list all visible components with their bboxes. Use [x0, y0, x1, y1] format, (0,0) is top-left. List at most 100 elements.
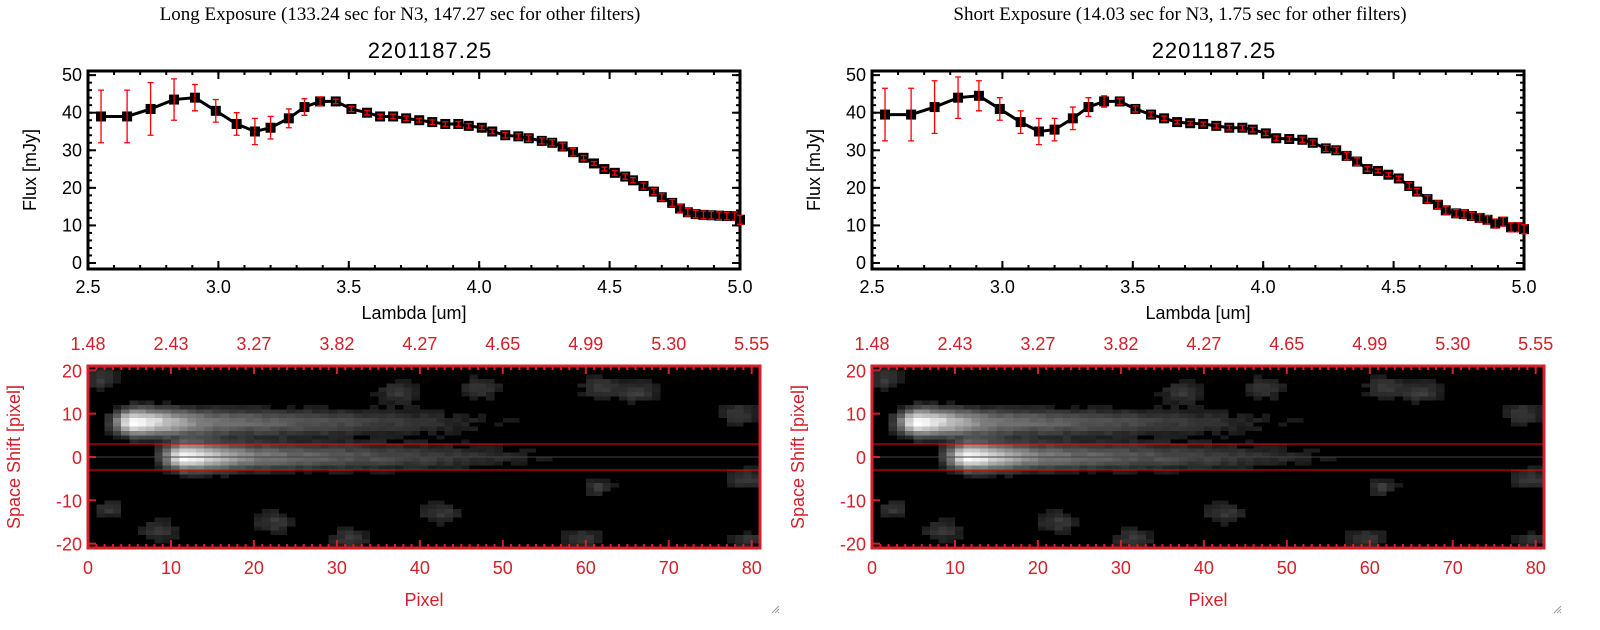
flux-error-bar: [98, 89, 105, 144]
resize-grip-icon[interactable]: [770, 604, 780, 614]
flux-error-bar: [1309, 139, 1316, 147]
resize-grip-icon[interactable]: [1552, 604, 1562, 614]
x-tick-label: 20: [244, 558, 264, 578]
flux-error-bar: [1385, 172, 1392, 178]
flux-error-bar: [1468, 211, 1475, 221]
y-tick-label: 10: [62, 215, 82, 235]
y-axis-label: Space Shift [pixel]: [788, 385, 808, 529]
flux-error-bar: [301, 98, 308, 116]
top-wavelength-tick-label: 4.99: [1352, 334, 1387, 354]
flux-error-bar: [658, 193, 665, 202]
x-tick-label: 60: [1360, 558, 1380, 578]
y-tick-label: 0: [72, 253, 82, 273]
flux-error-bar: [1476, 213, 1483, 223]
flux-error-bar: [465, 122, 472, 129]
flux-error-bar: [559, 142, 566, 151]
x-tick-label: 20: [1028, 558, 1048, 578]
x-tick-label: 40: [1194, 558, 1214, 578]
plot-frame: [870, 69, 1526, 271]
x-tick-label: 3.0: [206, 277, 231, 297]
flux-error-bar: [1286, 136, 1293, 142]
flux-error-bar: [124, 89, 131, 144]
flux-error-bar: [1085, 97, 1092, 118]
top-wavelength-tick-label: 5.30: [1435, 334, 1470, 354]
flux-error-bar: [1200, 121, 1207, 127]
flux-error-bar: [489, 128, 496, 135]
flux-error-bar: [1521, 224, 1527, 235]
flux-error-bar: [1322, 144, 1329, 153]
flux-error-bar: [570, 147, 577, 157]
x-tick-label: 3.5: [1120, 277, 1145, 297]
y-tick-label: -10: [56, 491, 82, 511]
y-tick-label: 40: [62, 103, 82, 123]
flux-error-bar: [931, 80, 938, 135]
flux-error-bar: [650, 187, 657, 196]
x-tick-label: 5.0: [727, 277, 752, 297]
flux-error-bar: [630, 177, 637, 184]
flux-series-line: [885, 94, 1525, 231]
flux-error-bar: [955, 76, 962, 119]
top-wavelength-tick-label: 2.43: [937, 334, 972, 354]
x-tick-label: 30: [1111, 558, 1131, 578]
flux-error-bar: [171, 78, 178, 121]
flux-error-bar: [723, 211, 730, 221]
flux-error-bar: [1395, 175, 1402, 182]
y-axis-label: Flux [mJy]: [804, 129, 824, 211]
y-tick-label: 30: [62, 140, 82, 160]
x-tick-label: 0: [83, 558, 93, 578]
flux-error-bar: [1507, 222, 1514, 233]
flux-error-bar: [692, 209, 699, 219]
flux-error-bar: [1374, 168, 1381, 174]
flux-error-bar: [1035, 117, 1042, 146]
y-tick-label: 50: [62, 65, 82, 85]
x-tick-label: 30: [327, 558, 347, 578]
x-tick-label: 10: [945, 558, 965, 578]
flux-error-bar: [390, 113, 397, 120]
flux-error-bar: [716, 211, 723, 221]
flux-error-bar: [1101, 95, 1108, 108]
x-axis-label: Lambda [um]: [1145, 303, 1250, 323]
x-tick-label: 2.5: [75, 277, 100, 297]
flux-error-bar: [1424, 195, 1431, 204]
flux-error-bar: [1249, 126, 1256, 133]
top-wavelength-tick-label: 5.55: [734, 334, 769, 354]
long-exposure-title: Long Exposure (133.24 sec for N3, 147.27…: [159, 4, 641, 25]
flux-error-bar: [1484, 214, 1491, 225]
y-tick-label: 20: [62, 178, 82, 198]
flux-error-bar: [267, 115, 274, 140]
flux-error-bar: [1492, 218, 1499, 229]
flux-error-bar: [1239, 124, 1246, 131]
x-tick-label: 3.0: [990, 277, 1015, 297]
x-axis-label: Pixel: [404, 590, 443, 610]
flux-error-bar: [549, 139, 556, 147]
flux-error-bar: [1132, 105, 1139, 113]
top-wavelength-tick-label: 1.48: [854, 334, 889, 354]
x-tick-label: 10: [161, 558, 181, 578]
y-axis-label: Flux [mJy]: [20, 129, 40, 211]
flux-error-bar: [1461, 209, 1468, 219]
flux-error-bar: [1364, 166, 1371, 172]
flux-error-bar: [455, 120, 462, 128]
y-tick-label: 30: [846, 140, 866, 160]
flux-error-bar: [700, 210, 707, 220]
plot-frame: [86, 69, 742, 271]
top-wavelength-tick-label: 3.27: [1020, 334, 1055, 354]
flux-error-bar: [1343, 151, 1350, 161]
x-axis-label: Pixel: [1188, 590, 1227, 610]
flux-error-bar: [1161, 115, 1168, 122]
y-tick-label: 10: [846, 215, 866, 235]
x-tick-label: 80: [1526, 558, 1546, 578]
y-tick-label: -10: [840, 491, 866, 511]
short-exposure-object-id: 2201187.25: [1151, 38, 1277, 63]
flux-error-bar: [403, 115, 410, 122]
x-tick-label: 4.5: [1381, 277, 1406, 297]
flux-error-bar: [622, 173, 629, 180]
flux-error-bar: [1333, 146, 1340, 154]
y-tick-label: 20: [846, 361, 866, 381]
y-tick-label: 10: [62, 405, 82, 425]
flux-error-bar: [737, 214, 743, 225]
y-tick-label: 50: [846, 65, 866, 85]
y-axis-label: Space Shift [pixel]: [4, 385, 24, 529]
x-tick-label: 70: [1443, 558, 1463, 578]
